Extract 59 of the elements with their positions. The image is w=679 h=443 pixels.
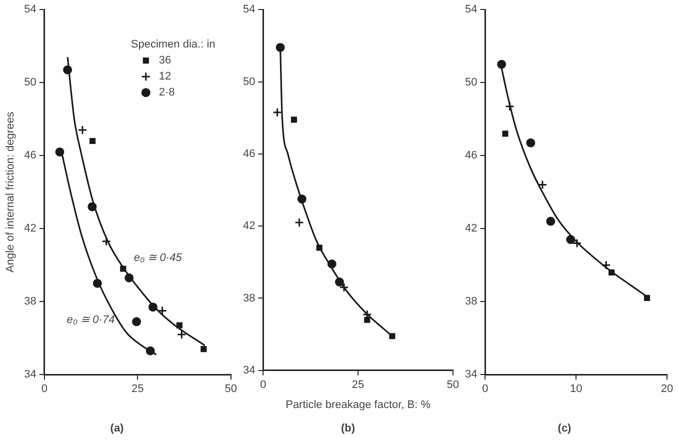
legend-label: 2·8 [158, 86, 175, 99]
y-tick-label: 38 [464, 296, 478, 308]
y-tick-label: 38 [24, 296, 36, 308]
point [200, 346, 207, 352]
y-tick-label: 34 [24, 368, 36, 381]
x-tick-label: 50 [446, 379, 460, 392]
point [601, 260, 611, 270]
y-tick-label: 42 [464, 222, 478, 235]
y-tick-label: 46 [242, 148, 256, 160]
y-tick-label: 50 [464, 76, 478, 89]
point [497, 60, 506, 69]
y-axis-title: Angle of internal friction: degrees [4, 111, 17, 273]
point [505, 102, 515, 112]
text: (a) [110, 422, 124, 434]
y-tick-label: 54 [242, 4, 256, 16]
point [102, 236, 112, 246]
point [546, 216, 556, 226]
point [572, 238, 582, 248]
point [158, 306, 168, 316]
point [538, 180, 548, 190]
point [89, 138, 96, 144]
annotation: e₀ ≅ 0·74 [66, 314, 115, 326]
y-tick-label: 46 [24, 150, 36, 162]
y-tick-label: 34 [242, 364, 256, 376]
point [526, 138, 536, 148]
x-tick-label: 50 [224, 383, 238, 396]
x-tick-label: 10 [570, 383, 582, 396]
x-axis-title: Particle breakage factor, B: % [286, 399, 431, 412]
x-tick-label: 0 [260, 379, 266, 392]
annotation: e₀ ≅ 0·45 [134, 252, 183, 264]
y-tick-label: 54 [24, 4, 36, 16]
y-tick-label: 38 [242, 292, 256, 304]
x-tick-label: 0 [482, 383, 488, 396]
x-tick-label: 20 [660, 383, 674, 396]
point [339, 282, 349, 292]
text: (b) [340, 422, 356, 434]
y-tick-label: 50 [242, 76, 256, 88]
point [272, 108, 282, 118]
point [364, 316, 370, 323]
text: (c) [558, 422, 572, 434]
point [290, 116, 298, 123]
legend-title: Specimen dia.: in [130, 38, 216, 51]
y-tick-label: 34 [464, 368, 478, 381]
point [294, 218, 304, 228]
point [132, 317, 142, 326]
point [176, 330, 186, 340]
y-tick-label: 42 [24, 222, 36, 235]
x-tick-label: 25 [132, 383, 144, 396]
y-tick-label: 54 [464, 4, 478, 16]
y-tick-label: 42 [242, 220, 256, 232]
legend-label: 36 [158, 54, 172, 67]
x-tick-label: 0 [41, 383, 48, 396]
y-tick-label: 46 [464, 150, 478, 162]
x-tick-label: 25 [352, 379, 364, 392]
y-tick-label: 50 [24, 76, 36, 89]
point [55, 147, 64, 156]
legend-label: 12 [158, 70, 172, 83]
point [502, 130, 508, 137]
point [78, 125, 88, 135]
